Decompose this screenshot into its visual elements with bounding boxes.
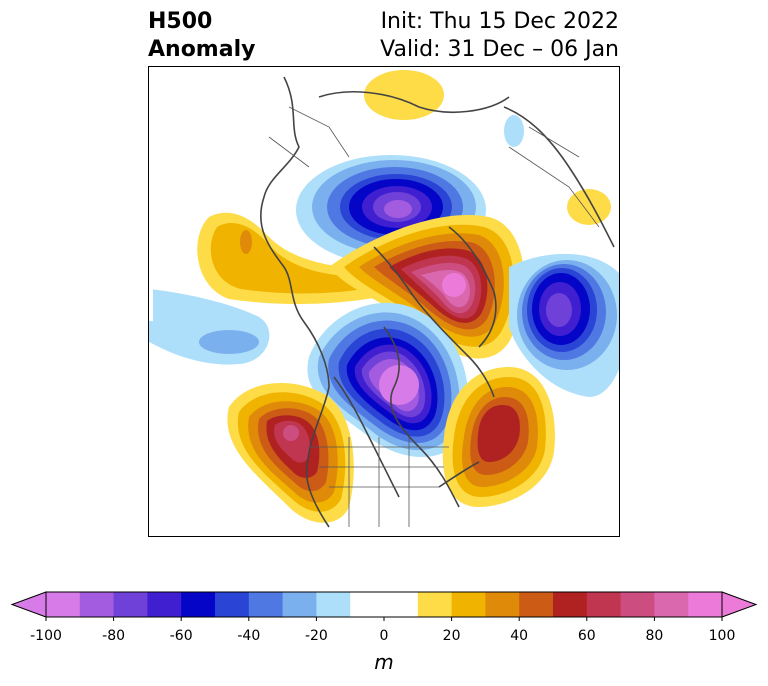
colorbar-segment [519,592,554,617]
init-date: Init: Thu 15 Dec 2022 [380,9,619,34]
colorbar-extend-max [721,591,758,618]
colorbar-segment [215,592,250,617]
positive-anomaly-western-us [227,383,354,523]
colorbar-segment [620,592,655,617]
colorbar-tick-label: -40 [237,628,261,644]
positive-anomaly-russia [567,189,611,225]
colorbar-segment [316,592,351,617]
colorbar-tick-label: -100 [30,628,62,644]
colorbar-svg [10,591,758,621]
anomaly-map [148,66,620,537]
colorbar-segment [553,592,588,617]
colorbar-tick-label: 40 [510,628,529,644]
coastlines [260,76,615,528]
colorbar-segment [384,592,419,617]
colorbar-segment [485,592,520,617]
negative-anomaly-canada [307,302,469,457]
colorbar-tick-label: -60 [169,628,193,644]
colorbar-tick-label: 100 [708,628,736,644]
colorbar-segment [282,592,317,617]
colorbar-segment [181,592,216,617]
title-line1: H500 [148,9,213,34]
colorbar-extend-min [10,591,47,618]
colorbar-segment [46,592,81,617]
colorbar-tick-label: -20 [304,628,328,644]
colorbar-segment [79,592,115,617]
timing-block: Init: Thu 15 Dec 2022 Valid: 31 Dec – 06… [380,8,619,64]
title-block: H500 Anomaly [148,8,255,64]
colorbar-segment [417,592,453,617]
positive-anomaly-north-atlantic [442,367,555,507]
colorbar-segment [350,592,385,617]
positive-anomaly-arctic [329,215,525,359]
colorbar-segment [451,592,486,617]
positive-anomaly-alaska [364,70,444,120]
title-line2: Anomaly [148,37,256,62]
colorbar [0,580,768,686]
colorbar-segment [654,592,689,617]
colorbar-segment [248,592,284,617]
colorbar-segment [688,592,723,617]
colorbar-tick-label: 80 [645,628,664,644]
colorbar-segments [10,591,758,621]
map-svg [149,70,619,528]
colorbar-segment [586,592,622,617]
negative-anomaly-north-pacific [149,289,270,365]
colorbar-tick-label: 20 [442,628,461,644]
colorbar-tick-label: 60 [577,628,596,644]
negative-anomaly-small [504,115,524,147]
colorbar-tick-label: 0 [379,628,389,644]
negative-anomaly-scandinavia [509,253,619,397]
political-borders [268,106,600,527]
colorbar-tick-label: -80 [102,628,126,644]
colorbar-unit: m [374,650,394,674]
colorbar-segment [113,592,148,617]
colorbar-segment [147,592,182,617]
valid-range: Valid: 31 Dec – 06 Jan [380,37,619,62]
